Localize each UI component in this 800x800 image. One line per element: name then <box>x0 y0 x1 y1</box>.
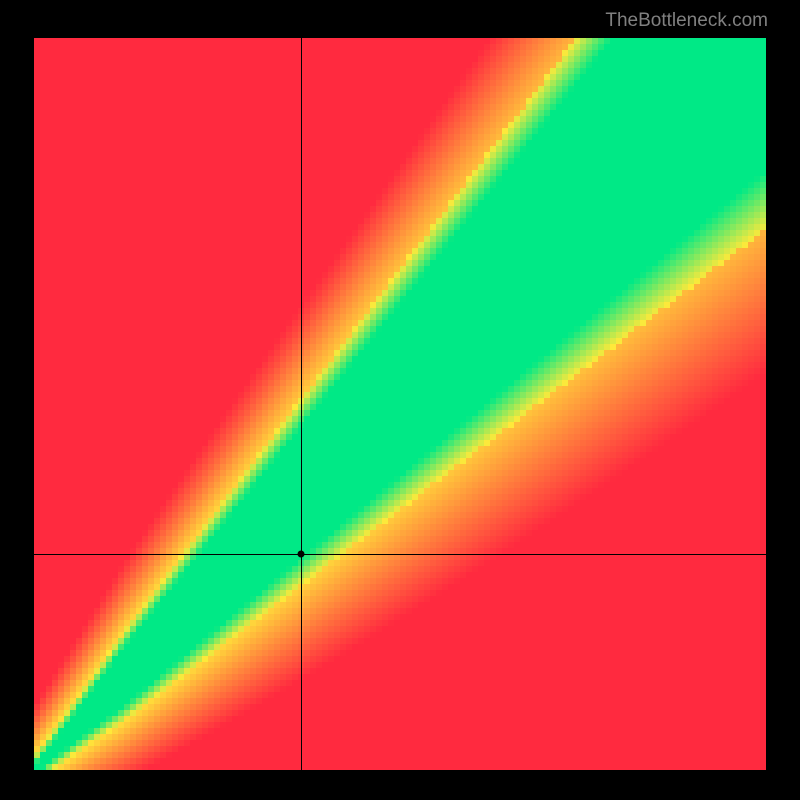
crosshair-vertical <box>301 38 302 770</box>
crosshair-horizontal <box>34 554 766 555</box>
plot-area <box>34 38 766 770</box>
watermark-text: TheBottleneck.com <box>605 10 768 32</box>
chart-container: TheBottleneck.com <box>0 0 800 800</box>
crosshair-marker <box>298 551 305 558</box>
heatmap-canvas <box>34 38 766 770</box>
